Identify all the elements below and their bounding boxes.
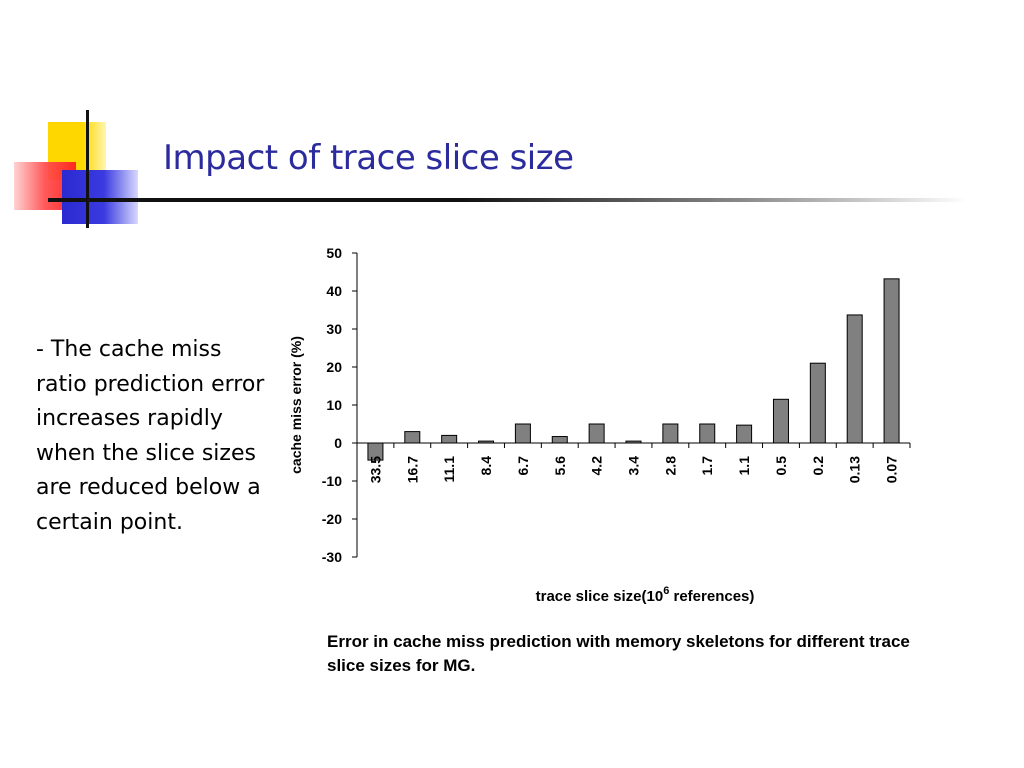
x-tick-label: 11.1 xyxy=(441,456,457,483)
decorative-logo xyxy=(0,100,968,240)
x-tick-label: 1.7 xyxy=(699,456,715,476)
bar-0.13 xyxy=(846,314,863,444)
title-underline xyxy=(48,198,968,202)
bullet-text: - The cache miss ratio prediction error … xyxy=(36,337,265,535)
y-tick-label: 50 xyxy=(326,245,342,261)
x-axis-label-main: trace slice size(10 xyxy=(536,588,664,605)
x-tick-label: 8.4 xyxy=(478,456,494,476)
x-tick-label: 0.5 xyxy=(773,456,789,476)
x-tick-label: 16.7 xyxy=(404,456,420,483)
y-tick-label: -10 xyxy=(322,473,342,489)
bar-4.2 xyxy=(588,423,605,444)
bar-16.7 xyxy=(404,431,421,444)
x-axis-label-superscript: 6 xyxy=(663,585,669,597)
x-tick-label: 4.2 xyxy=(589,456,605,476)
x-axis-label: trace slice size(106 references) xyxy=(536,585,755,605)
slide-title: Impact of trace slice size xyxy=(163,138,574,178)
bar-0.5 xyxy=(772,398,789,444)
y-axis-label: cache miss error (%) xyxy=(288,336,304,474)
bar-1.1 xyxy=(736,424,753,444)
x-tick-label: 33.5 xyxy=(367,456,383,483)
y-tick-label: 10 xyxy=(326,397,342,413)
y-axis-group: 50 40 30 20 10 0 -10 -20 -30 xyxy=(322,245,358,565)
x-tick-label: 6.7 xyxy=(515,456,531,476)
figure-caption: Error in cache miss prediction with memo… xyxy=(327,632,910,675)
bar-2.8 xyxy=(662,423,679,444)
logo-vertical-line xyxy=(86,110,89,228)
x-tick-label: 2.8 xyxy=(662,456,678,476)
bar-0.2 xyxy=(809,362,826,444)
x-tick-label: 1.1 xyxy=(736,456,752,476)
bar-0.07 xyxy=(883,278,900,444)
logo-blue-square xyxy=(62,170,138,224)
y-tick-label: 30 xyxy=(326,321,342,337)
x-tick-label: 0.07 xyxy=(884,456,900,483)
x-tick-label: 5.6 xyxy=(552,456,568,476)
bar-chart: 50 40 30 20 10 0 -10 -20 -30 33.5 16.7 11.1 8.4 6.7 5… xyxy=(288,245,911,605)
y-tick-label: -20 xyxy=(322,511,342,527)
bar-5.6 xyxy=(551,436,568,444)
y-tick-label: 0 xyxy=(334,435,342,451)
x-axis-label-tail: references) xyxy=(669,588,754,605)
x-tick-label: 0.2 xyxy=(810,456,826,476)
x-tick-label: 0.13 xyxy=(847,456,863,483)
y-tick-label: 40 xyxy=(326,283,342,299)
bar-11.1 xyxy=(441,434,458,444)
bar-1.7 xyxy=(699,423,716,444)
y-tick-label: 20 xyxy=(326,359,342,375)
bar-6.7 xyxy=(514,423,531,444)
y-tick-label: -30 xyxy=(322,549,342,565)
x-tick-label: 3.4 xyxy=(626,456,642,476)
